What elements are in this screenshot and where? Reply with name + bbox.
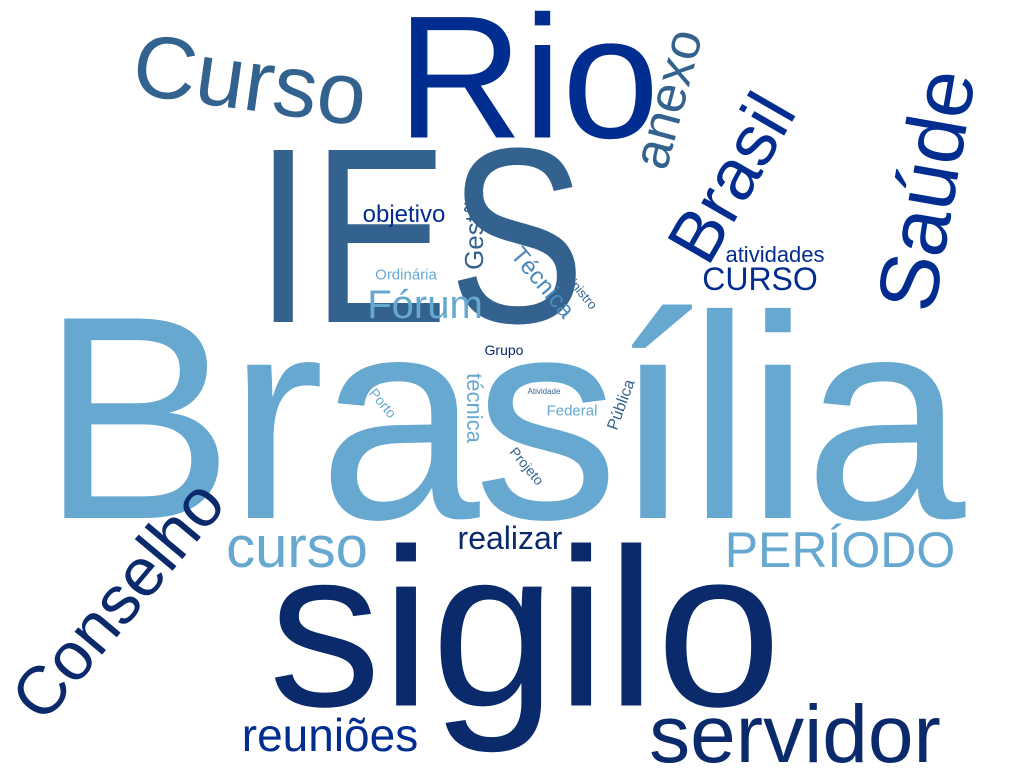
word-objetivo: objetivo xyxy=(362,201,446,228)
word-curso-top: Curso xyxy=(126,14,374,145)
word-sigilo: sigilo xyxy=(268,501,782,754)
word-reunioes: reuniões xyxy=(241,709,419,761)
word-rio: Rio xyxy=(396,0,660,176)
word-brasilia: Brasília xyxy=(40,256,966,580)
word-servidor: servidor xyxy=(649,689,941,768)
word-ies: IES xyxy=(254,96,586,375)
word-gestao: Gestão xyxy=(459,186,489,270)
word-forum: Fórum xyxy=(367,283,483,327)
word-curso-lower: curso xyxy=(226,515,368,580)
word-realizar: realizar xyxy=(457,520,563,556)
word-curso-caps: CURSO xyxy=(702,261,818,297)
word-saude: Saúde xyxy=(858,62,994,318)
word-ordinaria: Ordinária xyxy=(375,266,437,284)
word-atividade: Atividade xyxy=(527,387,561,396)
word-federal: Federal xyxy=(546,402,598,420)
word-atividades: atividades xyxy=(725,242,825,267)
word-grupo: Grupo xyxy=(484,342,524,358)
word-periodo: PERÍODO xyxy=(724,522,956,578)
word-tecnica-lower: técnica xyxy=(462,373,487,443)
